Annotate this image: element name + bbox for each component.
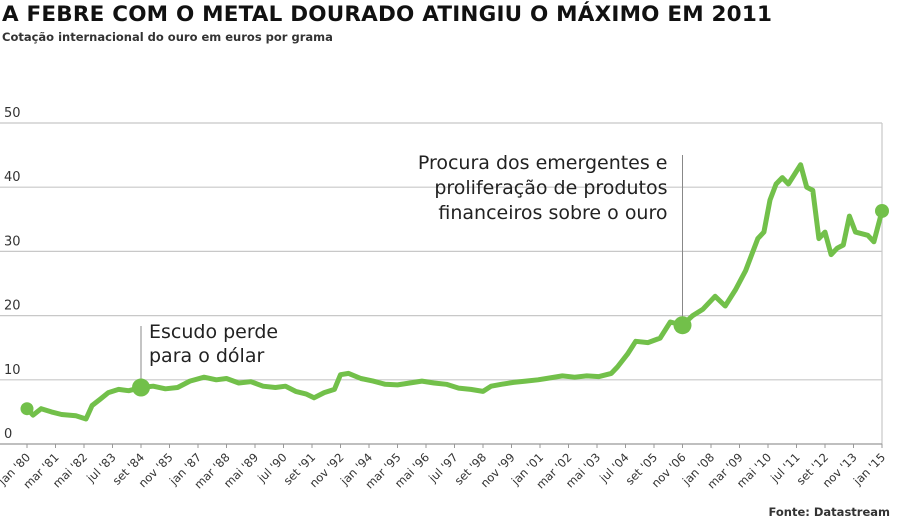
- series-layer: [24, 162, 885, 422]
- y-tick-label: 40: [4, 170, 21, 185]
- x-tick-label: jan '15: [850, 450, 888, 488]
- annotation-text: financeiros sobre o ouro: [438, 202, 667, 224]
- annotation-text: Escudo perde: [149, 321, 278, 343]
- annotation-text: para o dólar: [149, 345, 264, 367]
- gold-price-line: [24, 162, 885, 422]
- chart-subtitle: Cotação internacional do ouro em euros p…: [2, 30, 333, 44]
- annotation-marker: [132, 378, 150, 397]
- chart-title: A FEBRE COM O METAL DOURADO ATINGIU O MÁ…: [2, 2, 773, 27]
- y-tick-label: 10: [4, 363, 21, 378]
- end-point-marker: [875, 203, 889, 218]
- annotation-text: Procura dos emergentes e: [418, 152, 668, 174]
- y-tick-label: 0: [4, 427, 12, 442]
- grid-layer: [0, 122, 883, 445]
- annotation-marker: [673, 316, 692, 335]
- annotation-text: proliferação de produtos: [434, 177, 667, 199]
- y-tick-label: 20: [4, 299, 21, 314]
- start-point-marker: [20, 402, 34, 416]
- y-tick-label: 50: [4, 106, 21, 121]
- marker-layer: [20, 203, 889, 416]
- y-tick-label: 30: [4, 234, 21, 249]
- y-tick-labels: 0 10 20 30 40 50: [4, 106, 21, 442]
- source-note: Fonte: Datastream: [768, 505, 891, 519]
